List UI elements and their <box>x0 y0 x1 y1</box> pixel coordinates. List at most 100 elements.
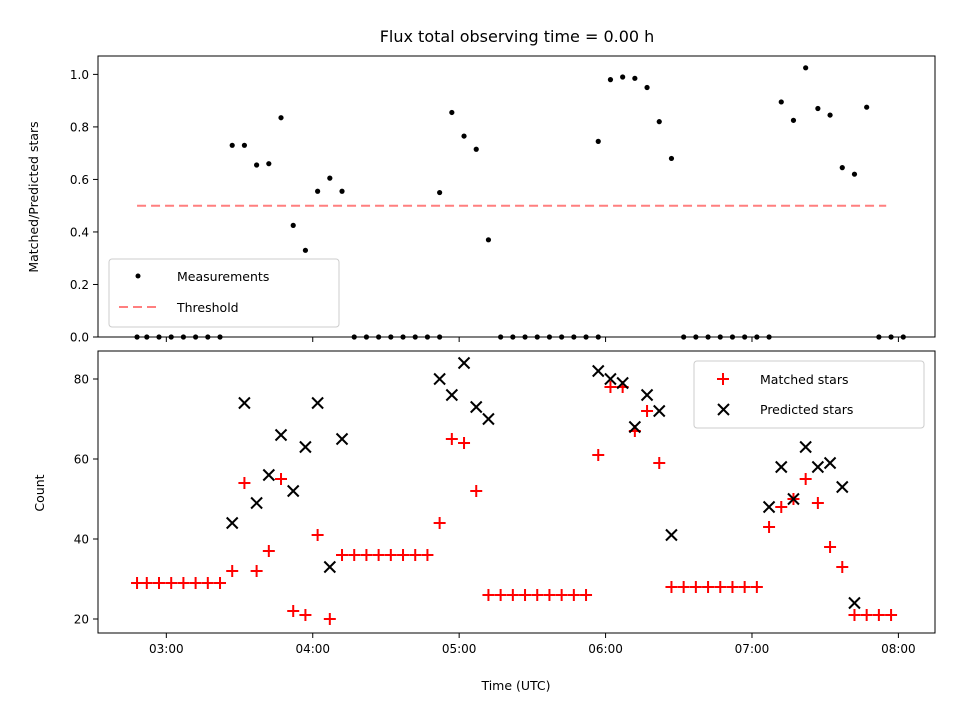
measurement-point <box>644 84 650 91</box>
bottom-legend: Matched stars Predicted stars <box>693 360 925 429</box>
measurement-point <box>546 334 553 340</box>
measurement-points <box>134 65 906 340</box>
predicted-star-point <box>665 528 678 542</box>
measurement-point <box>229 142 235 148</box>
measurement-point <box>473 146 479 152</box>
x-axis-label: Time (UTC) <box>480 678 550 693</box>
matched-star-point <box>775 501 788 513</box>
matched-star-point <box>885 609 898 621</box>
bottom-y-tick-label: 20 <box>74 613 89 627</box>
bottom-y-ticks: 20 40 60 80 <box>74 373 98 627</box>
matched-star-point <box>348 549 361 561</box>
matched-star-point <box>323 613 336 625</box>
measurement-point <box>400 334 406 340</box>
matched-star-point <box>275 473 288 485</box>
predicted-star-point <box>628 420 642 434</box>
matched-star-point <box>836 561 849 573</box>
measurement-point <box>424 334 431 340</box>
matched-star-point <box>738 581 751 593</box>
measurement-point <box>900 334 906 340</box>
matched-stars-points <box>131 381 898 625</box>
measurement-point <box>376 334 382 340</box>
legend-threshold-label: Threshold <box>176 300 239 315</box>
top-panel: 0.0 0.2 0.4 0.6 0.8 1.0 Matched/Predicted sta… <box>26 55 936 345</box>
measurement-point <box>339 188 345 194</box>
matched-star-point <box>531 589 544 601</box>
matched-star-point <box>287 605 300 617</box>
predicted-star-point <box>226 516 239 530</box>
legend-predicted-marker <box>717 403 730 416</box>
measurement-point <box>559 334 565 340</box>
predicted-star-point <box>323 560 337 574</box>
measurement-point <box>876 334 882 340</box>
measurement-point <box>205 334 211 340</box>
measurement-point <box>156 334 162 340</box>
legend-matched-marker <box>717 373 729 385</box>
measurement-point <box>693 334 699 340</box>
matched-star-point <box>421 549 434 561</box>
measurement-point <box>461 133 467 139</box>
measurement-point <box>363 334 370 340</box>
measurement-point <box>290 222 296 228</box>
measurement-point <box>742 334 748 340</box>
measurement-point <box>412 334 418 340</box>
predicted-star-point <box>775 460 788 474</box>
x-tick-label: 05:00 <box>442 642 477 656</box>
matched-star-point <box>519 589 532 601</box>
measurement-point <box>656 119 662 125</box>
predicted-star-point <box>848 596 861 610</box>
matched-star-point <box>226 565 239 577</box>
top-y-tick-label: 0.8 <box>70 120 89 134</box>
measurement-point <box>327 175 333 181</box>
x-tick-label: 08:00 <box>881 642 916 656</box>
matched-star-point <box>702 581 715 593</box>
measurement-point <box>717 334 723 340</box>
matched-star-point <box>189 577 202 589</box>
measurement-point <box>254 162 260 168</box>
legend-measurements-marker <box>135 273 141 279</box>
matched-star-point <box>799 473 812 485</box>
matched-star-point <box>689 581 702 593</box>
matched-star-point <box>592 449 605 461</box>
top-y-tick-label: 1.0 <box>70 68 89 82</box>
matched-star-point <box>458 437 471 449</box>
measurement-point <box>607 77 614 83</box>
measurement-point <box>437 334 443 340</box>
measurement-point <box>315 188 321 194</box>
matched-star-point <box>677 581 690 593</box>
top-legend-box <box>108 258 340 328</box>
predicted-star-point <box>433 372 446 386</box>
measurement-point <box>668 155 675 162</box>
matched-star-point <box>177 577 190 589</box>
matched-star-point <box>714 581 727 593</box>
predicted-star-point <box>238 396 251 410</box>
measurement-point <box>180 334 187 340</box>
matched-star-point <box>238 477 251 489</box>
measurement-point <box>388 334 394 340</box>
matched-star-point <box>824 541 837 553</box>
top-y-tick-label: 0.4 <box>70 225 89 239</box>
bottom-y-tick-label: 40 <box>74 533 89 547</box>
measurement-point <box>705 334 711 340</box>
top-y-axis-label: Matched/Predicted stars <box>26 121 41 272</box>
bottom-y-tick-label: 80 <box>74 373 89 387</box>
legend-measurements-label: Measurements <box>177 269 269 284</box>
bottom-y-axis-label: Count <box>32 474 47 511</box>
predicted-star-point <box>640 388 654 402</box>
measurement-point <box>217 334 223 340</box>
matched-star-point <box>299 609 312 621</box>
matched-star-point <box>336 549 349 561</box>
measurement-point <box>839 165 845 171</box>
matched-star-point <box>250 565 263 577</box>
predicted-star-point <box>616 376 629 390</box>
top-y-tick-label: 0.0 <box>70 331 89 345</box>
top-y-ticks: 0.0 0.2 0.4 0.6 0.8 1.0 <box>70 68 98 345</box>
measurement-point <box>302 247 309 253</box>
matched-star-point <box>543 589 556 601</box>
chart-title: Flux total observing time = 0.00 h <box>380 27 655 46</box>
matched-star-point <box>445 433 458 445</box>
matched-star-point <box>872 609 885 621</box>
matched-star-point <box>397 549 410 561</box>
